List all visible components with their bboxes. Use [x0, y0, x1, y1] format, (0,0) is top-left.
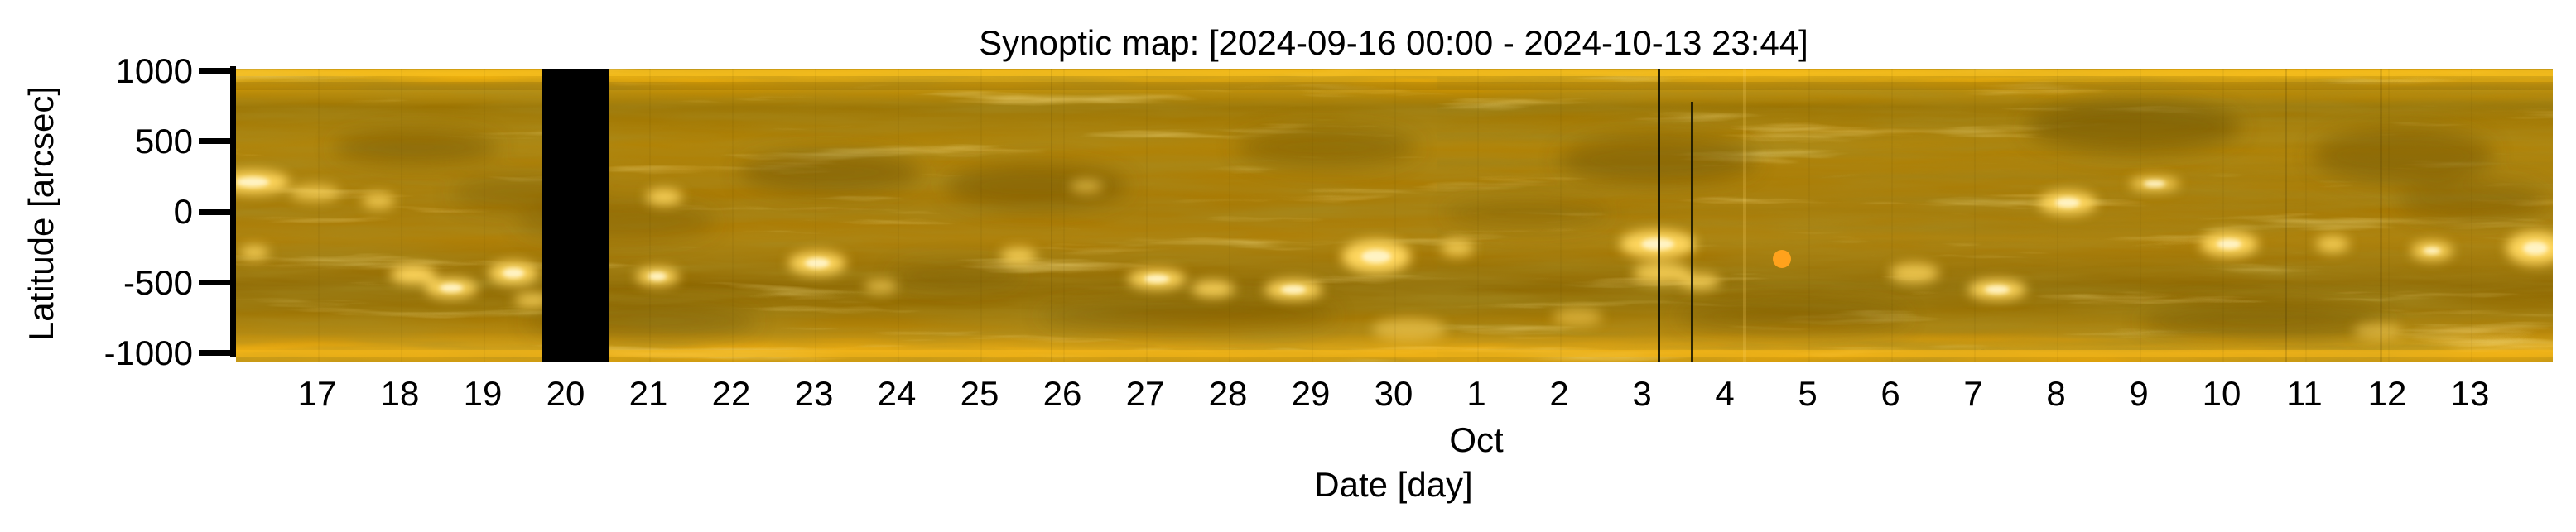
x-tick-label: 17 [297, 374, 337, 413]
dark-streak-artifact [1051, 69, 1052, 362]
month-label: Oct [1449, 420, 1504, 459]
x-tick-label: 27 [1125, 374, 1165, 413]
data-gap-band [542, 69, 609, 362]
dark-streak-artifact [2380, 69, 2382, 362]
x-tick-label: 19 [463, 374, 503, 413]
south-limb-strip [236, 350, 2553, 357]
y-tick [199, 350, 230, 356]
x-tick-label: 4 [1715, 374, 1735, 413]
x-tick-label: 23 [794, 374, 834, 413]
y-tick-label: 0 [173, 192, 193, 231]
x-tick-label: 13 [2450, 374, 2490, 413]
y-tick [199, 280, 230, 285]
y-tick [199, 68, 230, 74]
bright-streak-artifact [1743, 69, 1746, 362]
x-tick-label: 21 [628, 374, 668, 413]
x-tick-label: 3 [1632, 374, 1652, 413]
x-tick-label: 22 [711, 374, 751, 413]
y-tick-label: -1000 [104, 333, 193, 372]
solar-euv-map [236, 69, 2553, 362]
x-axis-title: Date [day] [1314, 465, 1473, 504]
synoptic-map-image [236, 69, 2553, 362]
vertical-line-marker-2 [1691, 102, 1693, 362]
x-tick-label: 8 [2046, 374, 2066, 413]
active-region-cores [236, 177, 2548, 294]
dark-streak-artifact [2285, 69, 2287, 362]
y-tick [199, 138, 230, 144]
x-tick-label: 5 [1798, 374, 1818, 413]
x-tick-label: 2 [1549, 374, 1569, 413]
day-seam-lines [318, 69, 2472, 362]
x-tick-label: 29 [1291, 374, 1331, 413]
y-tick-label: -500 [123, 263, 193, 302]
x-tick-label: 30 [1374, 374, 1413, 413]
vertical-line-marker-1 [1658, 69, 1660, 362]
y-axis-spine [230, 66, 236, 357]
north-dark-lane [236, 82, 2553, 90]
chart-title: Synoptic map: [2024-09-16 00:00 - 2024-1… [979, 23, 1808, 62]
y-tick-label: 1000 [115, 51, 193, 90]
north-limb-strip [236, 70, 2553, 76]
x-tick-label: 1 [1466, 374, 1486, 413]
x-tick-label: 9 [2129, 374, 2149, 413]
x-tick-label: 24 [877, 374, 917, 413]
x-tick-label: 12 [2367, 374, 2407, 413]
x-tick-label: 26 [1042, 374, 1082, 413]
x-tick-label: 18 [380, 374, 420, 413]
x-tick-label: 25 [960, 374, 999, 413]
x-tick-label: 10 [2202, 374, 2241, 413]
x-tick-label: 11 [2286, 374, 2323, 413]
y-tick [199, 209, 230, 215]
x-tick-label: 28 [1208, 374, 1248, 413]
saturated-disc-artifact [1773, 250, 1791, 268]
x-tick-label: 6 [1880, 374, 1900, 413]
y-tick-label: 500 [134, 122, 193, 161]
x-tick-label: 7 [1963, 374, 1983, 413]
dark-filament-patches [333, 100, 2546, 339]
x-tick-label: 20 [546, 374, 585, 413]
